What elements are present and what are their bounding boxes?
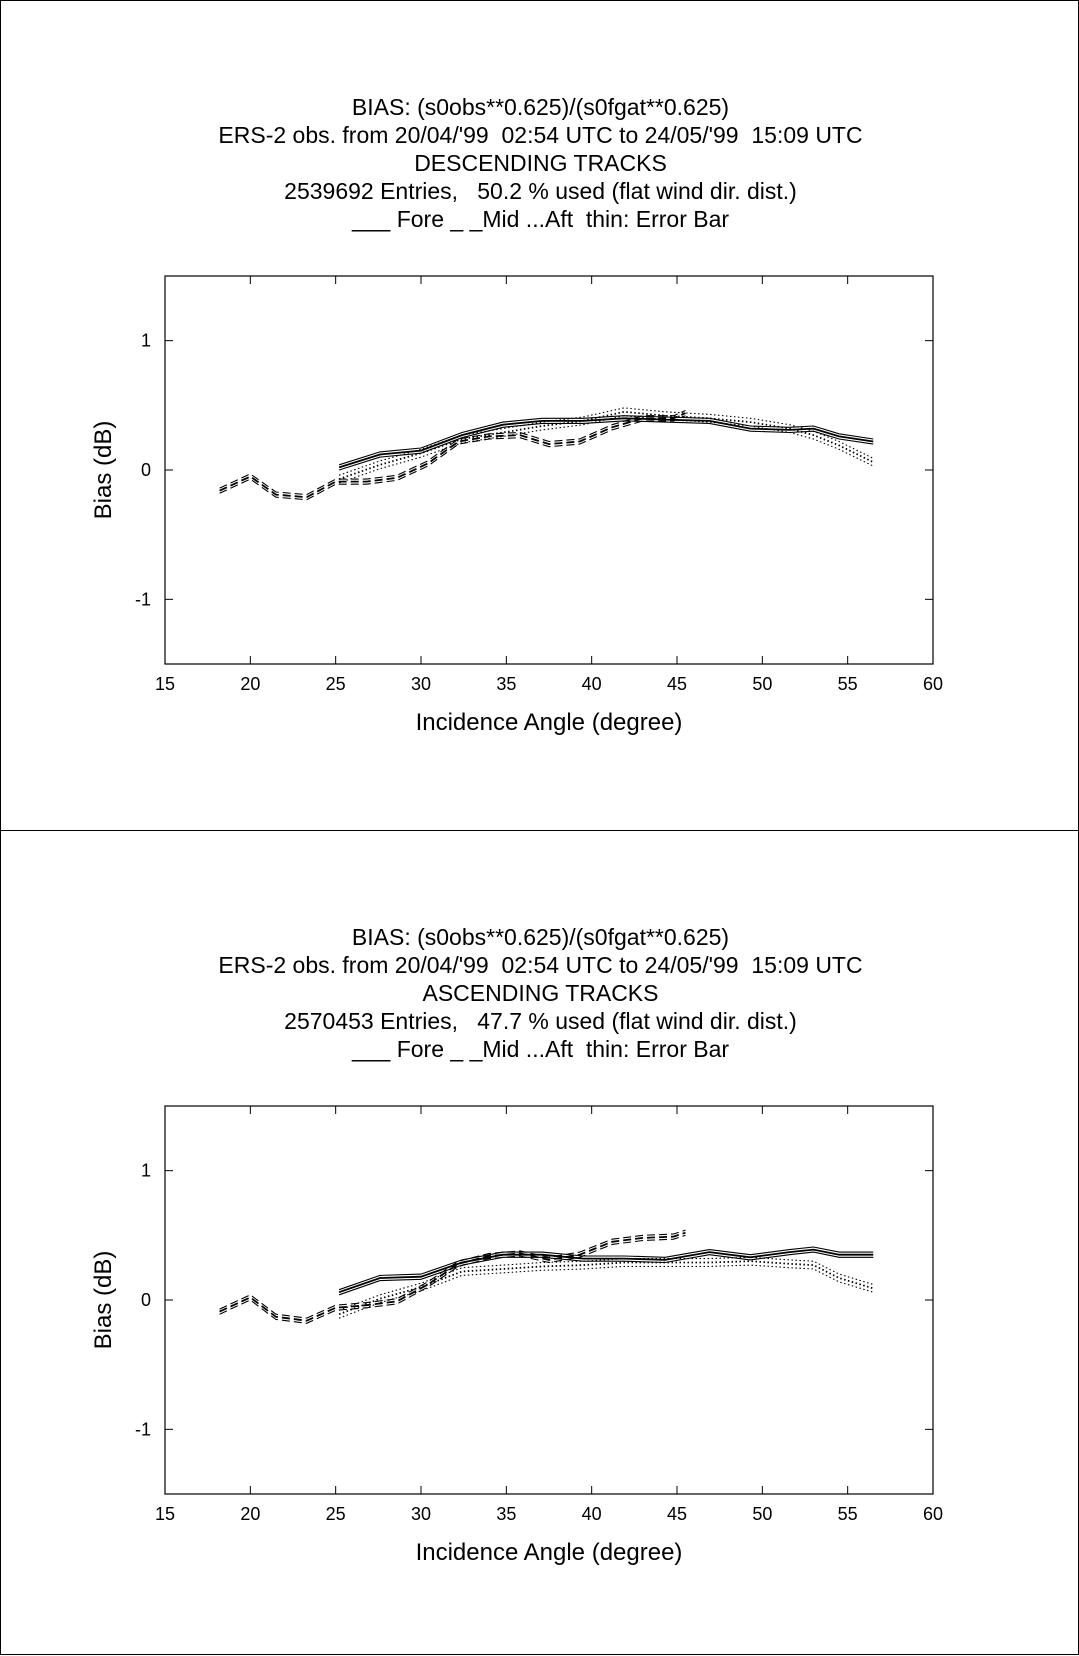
series-line-mid-error-bound (219, 415, 686, 501)
x-tick-label: 55 (838, 674, 858, 694)
plot-frame (164, 275, 934, 665)
chart-subtitle-tracks: DESCENDING TRACKS (414, 150, 667, 176)
chart-title-block: BIAS: (s0obs**0.625)/(s0fgat**0.625) ERS… (1, 923, 1079, 1063)
x-tick-label: 55 (838, 1504, 858, 1524)
chart-panel-ascending: BIAS: (s0obs**0.625)/(s0fgat**0.625) ERS… (0, 830, 1079, 1655)
x-axis-label: Incidence Angle (degree) (416, 709, 683, 736)
series-line-mid (219, 1231, 686, 1322)
series-aft (338, 407, 874, 484)
x-tick-label: 40 (582, 674, 602, 694)
y-tick-label: -1 (135, 1419, 151, 1439)
y-tick-label: 1 (141, 1161, 151, 1181)
x-tick-label: 15 (155, 674, 175, 694)
series-line-aft-error-bound (338, 1264, 874, 1319)
x-tick-label: 60 (923, 674, 943, 694)
x-tick-label: 30 (411, 674, 431, 694)
series-mid (219, 1229, 686, 1324)
y-tick-label: -1 (135, 589, 151, 609)
series-line-aft-error-bound (338, 407, 874, 476)
chart-subtitle-period: ERS-2 obs. from 20/04/'99 02:54 UTC to 2… (218, 122, 863, 148)
x-tick-label: 15 (155, 1504, 175, 1524)
chart-subtitle-entries: 2539692 Entries, 50.2 % used (flat wind … (284, 178, 797, 204)
x-tick-label: 35 (496, 1504, 516, 1524)
chart-subtitle-period: ERS-2 obs. from 20/04/'99 02:54 UTC to 2… (218, 952, 863, 978)
series-line-mid-error-bound (219, 1234, 686, 1324)
chart-title: BIAS: (s0obs**0.625)/(s0fgat**0.625) (351, 94, 730, 120)
series-line-aft-error-bound (338, 1256, 874, 1311)
chart-legend-text: ___ Fore _ _Mid ...Aft thin: Error Bar (351, 1036, 730, 1062)
x-tick-label: 25 (326, 674, 346, 694)
series-line-mid-error-bound (219, 1229, 686, 1319)
x-tick-label: 30 (411, 1504, 431, 1524)
series-line-fore-error-bound (338, 420, 874, 471)
series-line-mid-error-bound (219, 409, 686, 496)
x-tick-label: 20 (240, 674, 260, 694)
series-line-fore-error-bound (338, 1246, 874, 1291)
series-aft (338, 1256, 874, 1319)
chart-subtitle-entries: 2570453 Entries, 47.7 % used (flat wind … (284, 1008, 797, 1034)
series-line-aft (338, 1260, 874, 1316)
y-tick-label: 0 (141, 1290, 151, 1310)
chart-title: BIAS: (s0obs**0.625)/(s0fgat**0.625) (351, 924, 730, 950)
y-tick-label: 0 (141, 460, 151, 480)
chart-panel-descending: BIAS: (s0obs**0.625)/(s0fgat**0.625) ERS… (0, 0, 1079, 831)
x-tick-label: 50 (752, 674, 772, 694)
y-axis-label: Bias (dB) (90, 1251, 117, 1350)
series-line-aft (338, 410, 874, 480)
x-tick-label: 35 (496, 674, 516, 694)
series-line-aft-error-bound (338, 415, 874, 484)
chart-title-block: BIAS: (s0obs**0.625)/(s0fgat**0.625) ERS… (1, 93, 1079, 233)
x-tick-label: 40 (582, 1504, 602, 1524)
series-line-mid (219, 412, 686, 499)
x-tick-label: 60 (923, 1504, 943, 1524)
y-axis-label: Bias (dB) (90, 421, 117, 520)
series-fore (338, 415, 874, 471)
series-line-fore-error-bound (338, 415, 874, 466)
chart-subtitle-tracks: ASCENDING TRACKS (422, 980, 659, 1006)
plot-frame (164, 1105, 934, 1495)
plot-area-ascending: 15 20 25 30 35 40 45 50 55 60 -1 0 1 Incidence Angle … (90, 1105, 943, 1566)
x-tick-label: 50 (752, 1504, 772, 1524)
x-tick-label: 20 (240, 1504, 260, 1524)
x-tick-label: 25 (326, 1504, 346, 1524)
series-mid (219, 409, 686, 501)
series-line-fore-error-bound (338, 1251, 874, 1296)
x-tick-label: 45 (667, 1504, 687, 1524)
y-tick-label: 1 (141, 331, 151, 351)
series-line-fore (338, 417, 874, 469)
plot-area-descending: 15 20 25 30 35 40 45 50 55 60 -1 0 1 Incidence Angle … (90, 275, 943, 736)
x-axis-label: Incidence Angle (degree) (416, 1539, 683, 1566)
chart-legend-text: ___ Fore _ _Mid ...Aft thin: Error Bar (351, 206, 730, 232)
x-tick-label: 45 (667, 674, 687, 694)
